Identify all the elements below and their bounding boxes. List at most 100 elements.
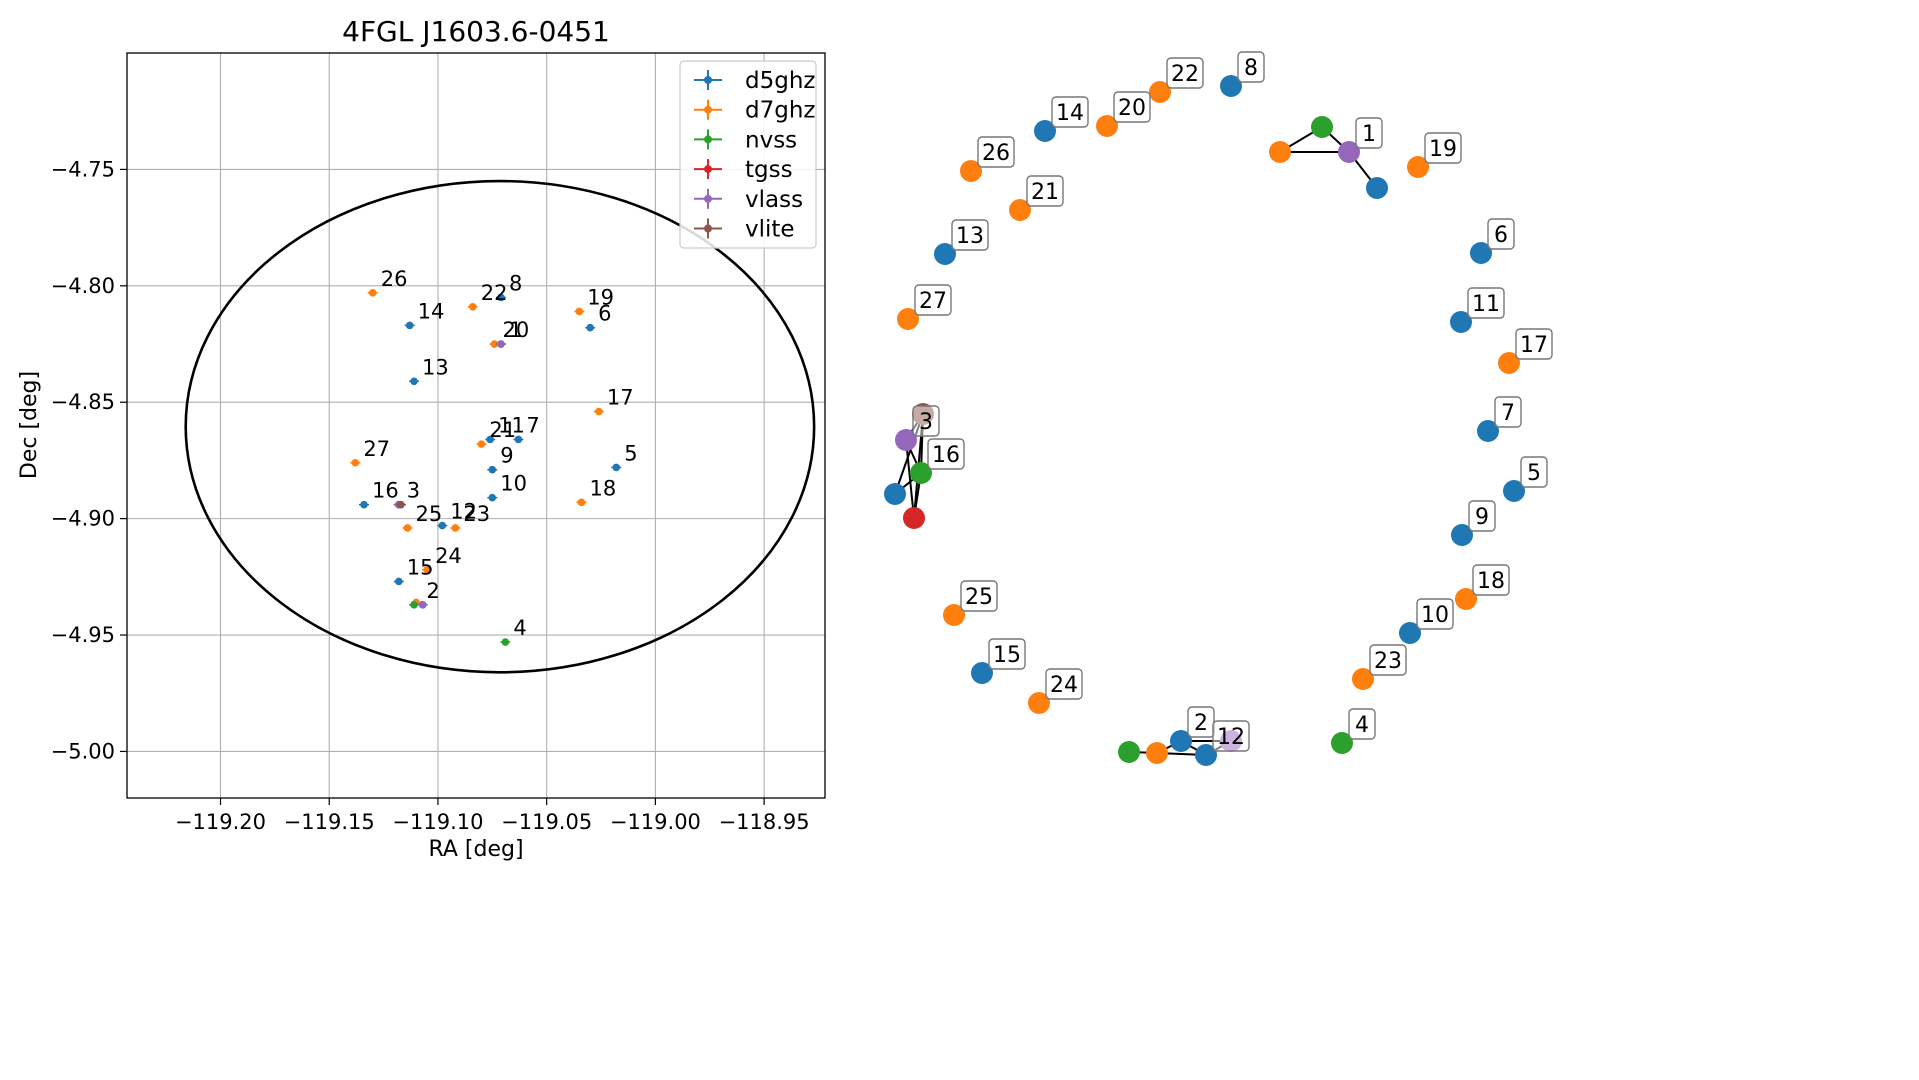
source-label-1: 1 [509,318,522,342]
source-label-3: 3 [407,479,420,503]
node-label-text: 23 [1374,649,1402,674]
network-node-d5ghz [1170,730,1192,752]
node-label-box [1045,668,1083,700]
point-d5ghz [404,321,415,330]
node-label-11: 11 [1467,287,1505,319]
legend-item-nvss: nvss [694,127,797,153]
legend-item-vlass: vlass [694,187,803,213]
node-label-text: 22 [1171,62,1199,87]
y-tick-label: −4.85 [51,390,115,414]
source-label-18: 18 [589,476,616,500]
node-label-text: 13 [956,224,984,249]
point-d5ghz [496,293,507,302]
point-d7ghz [402,524,413,532]
network-node-d7ghz [1149,81,1171,103]
node-label-23: 23 [1369,644,1407,676]
legend-marker [704,76,712,84]
network-node-d7ghz [1407,156,1429,178]
x-tick-label: −119.15 [284,810,375,834]
node-label-box [1369,644,1407,676]
network-node-d7ghz [1096,115,1118,137]
node-label-box [1467,287,1505,319]
network-node-tgss [903,507,925,529]
network-node-vlass [1338,141,1360,163]
point-vlass [496,340,507,348]
marker-d5ghz [486,435,494,444]
network-node-nvss [1331,732,1353,754]
network-edge [905,439,915,519]
marker-d5ghz [514,435,523,444]
data-points [350,288,622,646]
network-node-d5ghz [1451,524,1473,546]
node-label-box [1113,91,1151,123]
node-label-26: 26 [977,136,1015,168]
source-label-5: 5 [624,441,637,465]
source-label-26: 26 [381,267,408,291]
node-label-box [1416,598,1454,630]
marker-d7ghz [477,440,486,448]
node-label-text: 9 [1475,505,1489,530]
node-label-9: 9 [1468,500,1496,532]
x-tick-label: −119.00 [610,810,701,834]
legend-marker [704,224,712,233]
y-tick-label: −4.90 [51,507,115,531]
point-d7ghz [489,340,500,348]
source-label-8: 8 [509,271,522,295]
network-node-d5ghz [934,243,956,265]
node-label-text: 2 [1194,711,1208,736]
source-label-10: 10 [500,472,527,496]
point-d7ghz [350,458,361,467]
node-label-box [1212,720,1250,752]
legend-item-vlite: vlite [694,217,795,243]
network-node-d5ghz [1366,177,1388,199]
network-node-nvss [1118,741,1140,763]
point-d7ghz [574,307,585,316]
marker-d7ghz [577,498,586,507]
node-label-box [951,219,989,251]
node-label-box [1166,57,1204,89]
x-tick-label: −119.10 [392,810,483,834]
node-label-18: 18 [1472,564,1510,596]
source-label-24: 24 [435,544,462,568]
node-label-text: 19 [1429,137,1457,162]
source-label-12: 12 [450,500,477,524]
point-d5ghz [409,377,420,386]
point-nvss [500,638,511,646]
source-label-14: 14 [418,299,445,323]
network-node-d5ghz [884,483,906,505]
network-node-d7ghz [1352,668,1374,690]
y-axis-label: Dec [deg] [17,371,42,479]
network-node-nvss [1311,116,1333,138]
y-tick-label: −4.75 [51,157,115,181]
marker-d5ghz [488,465,497,474]
legend-marker [704,135,712,144]
legend-label-nvss: nvss [745,127,797,153]
network-node-d5ghz [1503,480,1525,502]
source-label-27: 27 [363,437,390,461]
node-label-21: 21 [1026,175,1064,207]
node-label-27: 27 [914,284,952,316]
node-label-box [1424,132,1462,164]
node-label-text: 25 [965,585,993,610]
node-label-13: 13 [951,219,989,251]
axis-ticks: −119.20 −119.15 −119.10 −119.05 −119.00 −118.… [51,157,810,834]
x-tick-label: −119.05 [501,810,592,834]
node-label-box [1051,96,1089,128]
network-node-d7ghz [1498,352,1520,374]
legend-item-d5ghz: d5ghz [694,68,815,94]
point-d5ghz [585,323,596,332]
source-labels: 1234567891011121314151617181920212223242… [363,267,637,640]
point-d5ghz [513,435,524,444]
node-label-box [1026,175,1064,207]
node-label-text: 1 [1362,122,1376,147]
node-label-14: 14 [1051,96,1089,128]
node-label-box [912,405,940,437]
marker-d7ghz [490,340,499,348]
node-label-text: 20 [1118,96,1146,121]
node-label-24: 24 [1045,668,1083,700]
node-label-19: 19 [1424,132,1462,164]
node-label-box [977,136,1015,168]
marker-nvss [410,600,418,609]
node-label-16: 16 [927,438,965,470]
node-label-text: 24 [1050,673,1078,698]
